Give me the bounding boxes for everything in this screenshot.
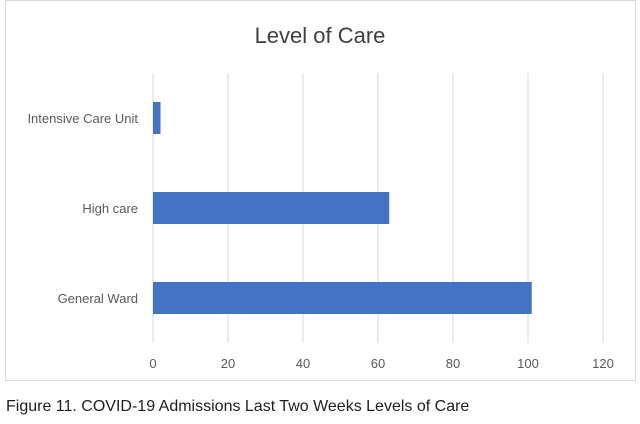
bar xyxy=(153,102,161,134)
chart-title: Level of Care xyxy=(255,23,386,48)
x-tick-label: 20 xyxy=(221,356,235,371)
figure-caption: Figure 11. COVID-19 Admissions Last Two … xyxy=(6,398,470,415)
x-tick-label: 120 xyxy=(592,356,614,371)
bar xyxy=(153,282,532,314)
y-category-label: General Ward xyxy=(58,291,138,306)
x-tick-label: 60 xyxy=(371,356,385,371)
bars xyxy=(153,102,532,314)
x-tick-label: 100 xyxy=(517,356,539,371)
x-tick-label: 0 xyxy=(149,356,156,371)
y-category-label: Intensive Care Unit xyxy=(27,111,138,126)
x-tick-label: 40 xyxy=(296,356,310,371)
chart-area: 0 20 40 60 80 100 120 Intensive Care Unit High c… xyxy=(5,0,636,381)
bar-chart: 0 20 40 60 80 100 120 Intensive Care Unit High c… xyxy=(27,23,613,371)
bar xyxy=(153,192,390,224)
y-category-label: High care xyxy=(82,201,138,216)
x-tick-label: 80 xyxy=(446,356,460,371)
axis-labels: 0 20 40 60 80 100 120 Intensive Care Unit High c… xyxy=(27,111,613,371)
